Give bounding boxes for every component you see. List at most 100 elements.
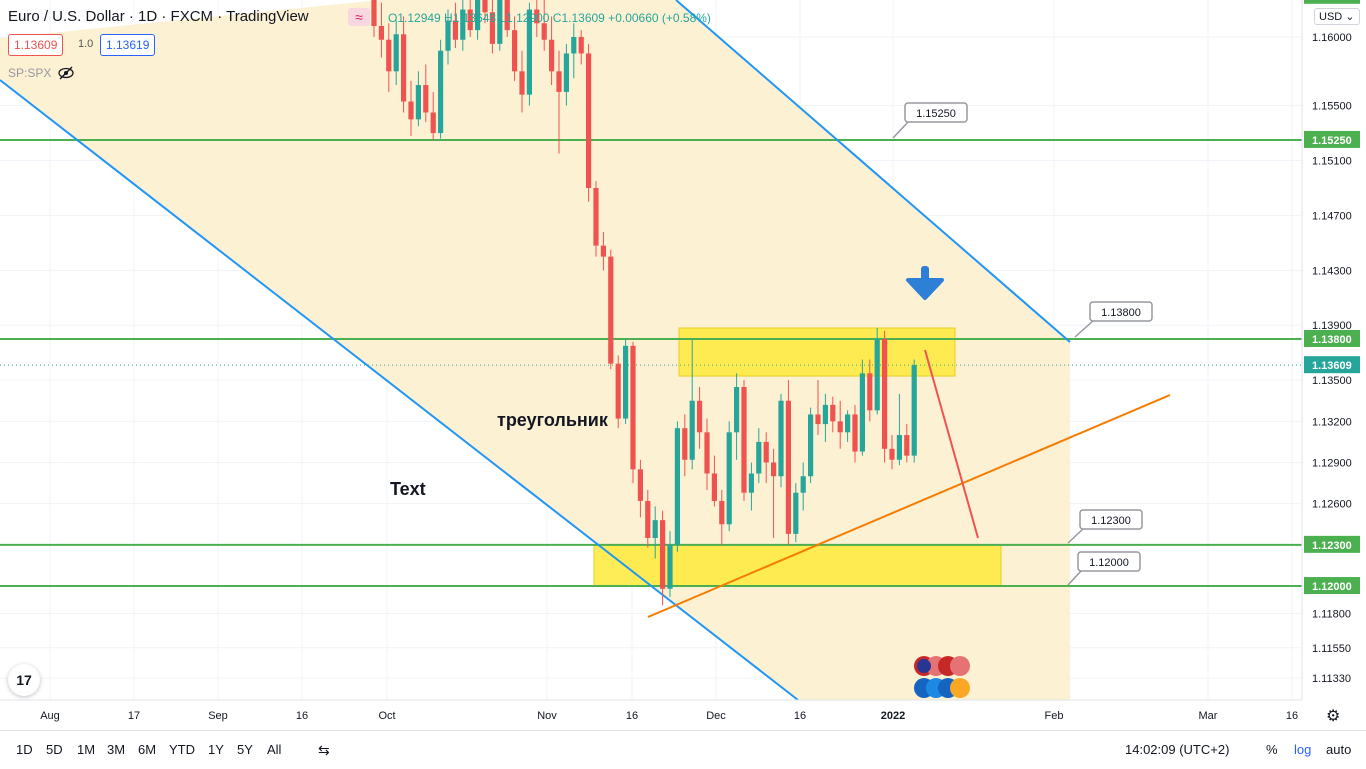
candle-body <box>830 404 836 422</box>
channel-lower-line[interactable] <box>0 79 799 701</box>
candle-body <box>608 256 614 364</box>
candle <box>415 71 421 127</box>
candle-body <box>882 338 888 449</box>
triangle-annotation[interactable]: треугольник <box>497 410 608 430</box>
candle <box>423 64 429 123</box>
timeframe-1d[interactable]: 1D <box>16 742 33 757</box>
timeframe-ytd[interactable]: YTD <box>169 742 195 757</box>
candle-body <box>815 414 821 425</box>
timeframe-5y[interactable]: 5Y <box>237 742 253 757</box>
candle-body <box>475 0 481 31</box>
clock[interactable]: 14:02:09 (UTC+2) <box>1125 742 1230 757</box>
candle-body <box>578 37 584 54</box>
candle-body <box>482 0 488 13</box>
candle <box>785 380 791 545</box>
candle <box>467 0 473 37</box>
date-range-icon[interactable]: ⇆ <box>318 742 330 758</box>
candle-body <box>423 85 429 113</box>
time-tick-label: Feb <box>1045 710 1064 722</box>
timeframe-6m[interactable]: 6M <box>138 742 157 757</box>
candle <box>408 80 414 136</box>
text-annotation[interactable]: Text <box>390 479 426 499</box>
candle-body <box>593 187 599 246</box>
timeframe-5d[interactable]: 5D <box>46 742 63 757</box>
price-tick-label: 1.15500 <box>1312 101 1352 113</box>
candle <box>756 428 762 484</box>
candle-body <box>563 53 569 92</box>
candle <box>489 0 495 54</box>
settings-gear-icon[interactable]: ⚙ <box>1326 708 1341 725</box>
candle-body <box>697 400 703 433</box>
candle-body <box>734 387 740 433</box>
price-tick-label: 1.14300 <box>1312 265 1352 277</box>
candle-body <box>808 414 814 477</box>
timeframe-1m[interactable]: 1M <box>77 742 96 757</box>
ask-price-button[interactable]: 1.13619 <box>100 34 156 56</box>
price-chart[interactable]: 1.15250 1.13800 1.12300 1.12000 1.16000 1.15… <box>0 0 1366 730</box>
bid-price-button[interactable]: 1.13609 <box>8 34 64 56</box>
candle-body <box>837 421 843 433</box>
candle-body <box>393 34 399 72</box>
candle <box>726 421 732 532</box>
candle-body <box>497 0 503 44</box>
channel-upper-line[interactable] <box>675 0 1071 343</box>
candle <box>637 459 643 518</box>
price-tick-label: 1.16000 <box>1312 32 1352 44</box>
candle-body <box>719 500 725 525</box>
candle <box>667 531 673 598</box>
candle-body <box>785 400 791 534</box>
timeframe-3m[interactable]: 3M <box>107 742 126 757</box>
candle <box>652 506 658 559</box>
candle-body <box>652 520 658 538</box>
candle-body <box>408 101 414 120</box>
indicator-toggle-icon[interactable]: ≈ <box>348 8 370 26</box>
callout-pointer <box>1067 569 1083 586</box>
candle-body <box>689 400 695 460</box>
candle <box>615 355 621 429</box>
candle <box>460 0 466 51</box>
level-callout-box <box>1079 509 1143 530</box>
price-tag-label: 1.13609 <box>1312 360 1352 372</box>
projection-line[interactable] <box>924 349 979 539</box>
candle-body <box>911 365 917 456</box>
candle <box>904 424 910 463</box>
log-toggle[interactable]: log <box>1294 742 1312 757</box>
candle <box>748 462 754 511</box>
level-callout-label: 1.12300 <box>1091 515 1131 527</box>
price-tick-label: 1.11800 <box>1312 608 1351 620</box>
candle <box>645 489 651 548</box>
candle-body <box>541 23 547 40</box>
price-tag <box>1304 130 1360 148</box>
candle <box>438 39 444 139</box>
price-tick-label: 1.13500 <box>1312 375 1352 387</box>
candle-body <box>415 85 421 120</box>
currency-selector[interactable]: USD ⌄ <box>1314 8 1360 25</box>
percent-toggle[interactable]: % <box>1266 742 1278 757</box>
candle <box>549 16 555 86</box>
candle-body <box>859 373 865 452</box>
price-tick-label: 1.12900 <box>1312 458 1352 470</box>
time-tick-label: 17 <box>128 710 140 722</box>
candle-body <box>452 20 458 40</box>
candle-body <box>549 39 555 72</box>
compare-symbol-label[interactable]: SP:SPX <box>8 66 52 80</box>
candle <box>371 0 377 37</box>
eye-hidden-icon[interactable] <box>58 66 74 80</box>
level-callout-box <box>1089 301 1153 322</box>
auto-toggle[interactable]: auto <box>1326 742 1352 757</box>
economic-events-icons[interactable] <box>914 656 970 698</box>
price-tick-label: 1.12600 <box>1312 499 1352 511</box>
candle-body <box>586 53 592 188</box>
timeframe-all[interactable]: All <box>267 742 282 757</box>
triangle-trendline[interactable] <box>647 394 1171 618</box>
candle <box>859 359 865 456</box>
price-tag-label: 1.12300 <box>1312 540 1352 552</box>
candle-body <box>378 26 384 40</box>
candle-body <box>748 473 754 493</box>
tradingview-logo[interactable]: 17 <box>8 664 40 696</box>
candle-body <box>645 500 651 538</box>
symbol-title[interactable]: Euro / U.S. Dollar · 1D · FXCM · Trading… <box>8 8 309 25</box>
price-tick-label: 1.11330 <box>1312 673 1351 685</box>
candle-body <box>526 9 532 95</box>
timeframe-1y[interactable]: 1Y <box>208 742 224 757</box>
